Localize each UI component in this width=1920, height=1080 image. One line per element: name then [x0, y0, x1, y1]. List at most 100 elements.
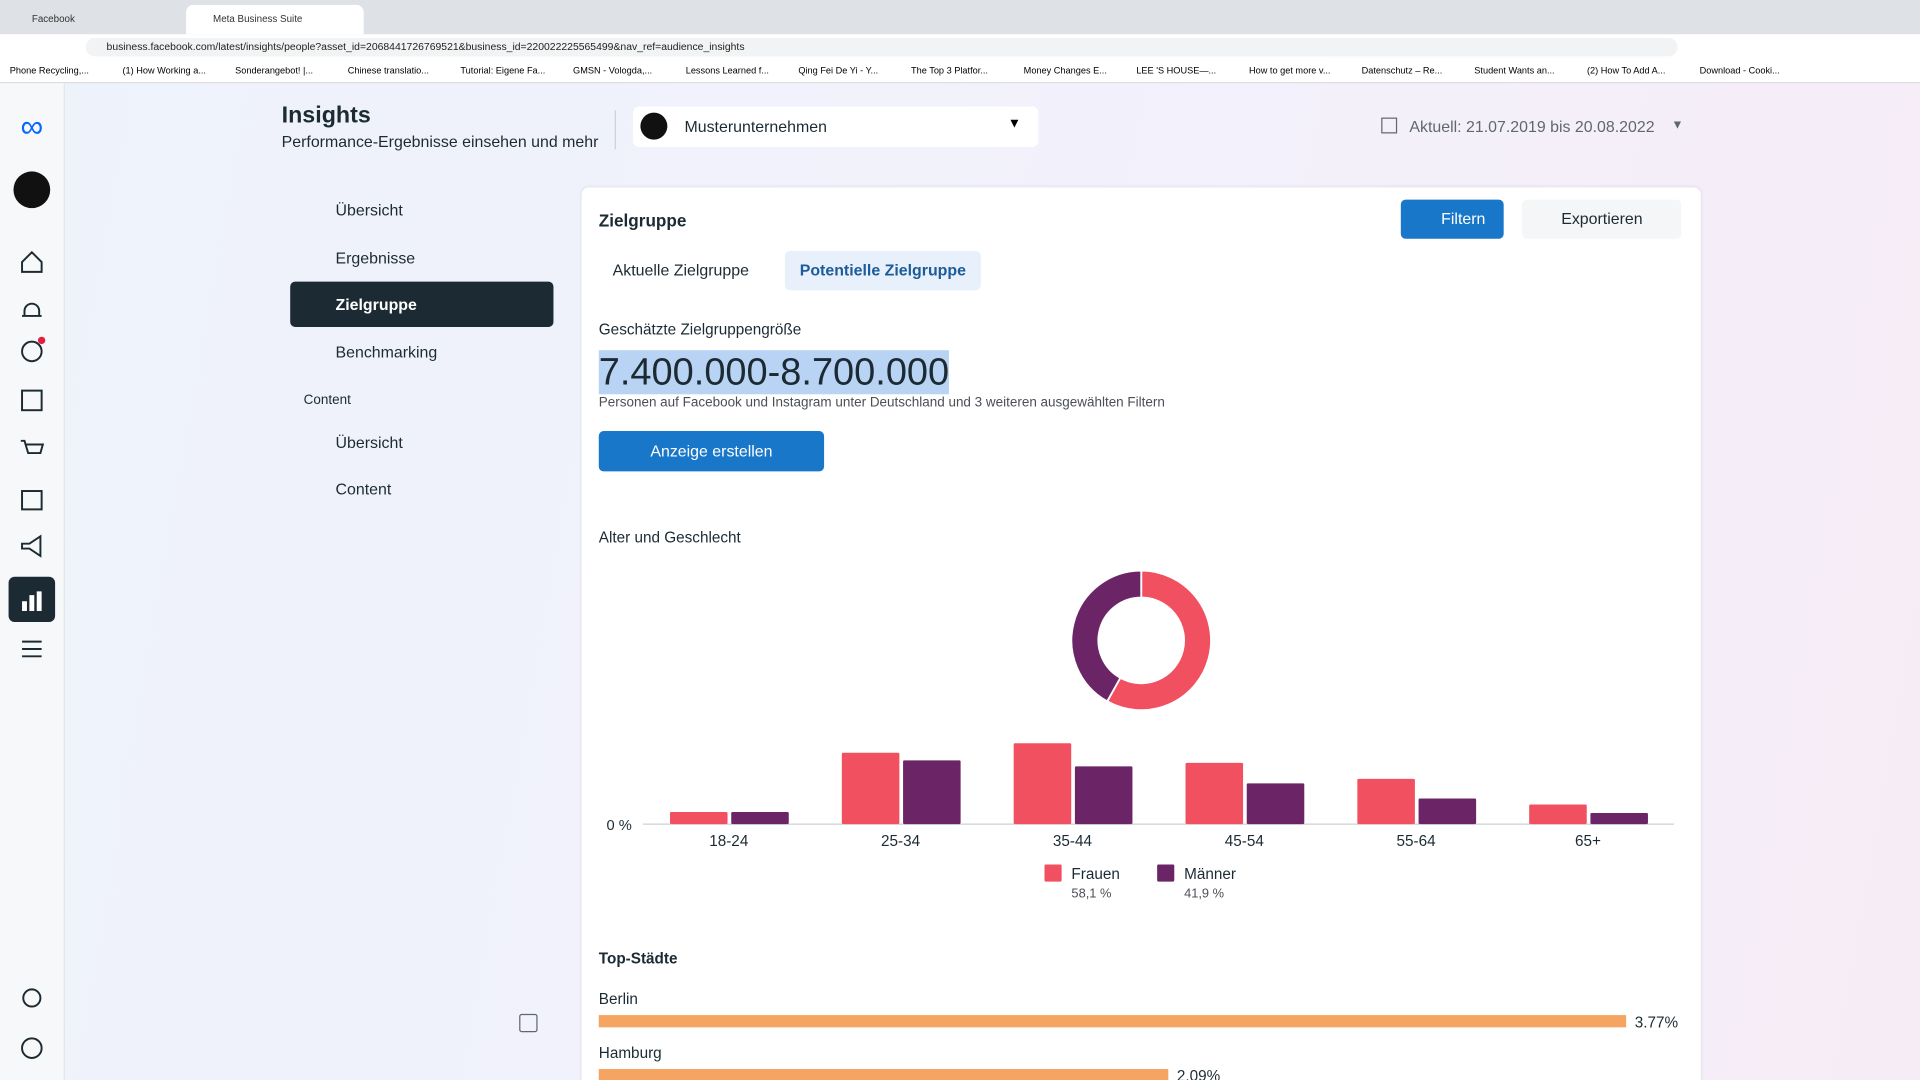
city-name: Berlin [599, 991, 638, 1008]
export-button[interactable]: Exportieren [1522, 199, 1682, 239]
bar [1074, 766, 1133, 825]
legend-label: Männer [1184, 866, 1236, 883]
legend-label: Frauen [1071, 866, 1119, 883]
account-selector[interactable]: Musterunternehmen ▼ [633, 106, 1039, 147]
legend-swatch [1044, 864, 1062, 882]
donut-slice [1105, 569, 1212, 712]
bookmark[interactable]: Qing Fei De Yi - Y... [798, 64, 879, 76]
chart-title: Alter und Geschlecht [599, 529, 742, 546]
tab[interactable]: Meta Business Suite [186, 4, 364, 35]
posts-icon[interactable] [21, 389, 43, 412]
home-icon[interactable] [21, 250, 43, 273]
nav-item[interactable]: Content [335, 480, 392, 499]
bookmark[interactable]: Sonderangebot! |... [235, 64, 314, 76]
x-tick-label: 55-64 [1397, 833, 1437, 850]
divider [614, 110, 616, 150]
bookmark[interactable]: Tutorial: Eigene Fa... [460, 64, 546, 76]
bell-icon[interactable] [22, 302, 42, 317]
donut-slice [1070, 569, 1143, 703]
dropdown-caret: ▼ [1007, 116, 1022, 132]
bookmark[interactable]: Phone Recycling,... [9, 64, 89, 76]
bar [1418, 798, 1477, 825]
bar [1529, 804, 1587, 825]
x-tick-label: 35-44 [1053, 833, 1093, 850]
bar [1357, 778, 1415, 825]
nav-item[interactable]: Zielgruppe [290, 281, 554, 327]
bar [670, 812, 728, 825]
tab[interactable]: Facebook [31, 13, 75, 25]
avatar[interactable] [13, 171, 51, 209]
menu-icon[interactable] [22, 640, 42, 658]
size-label: Geschätzte Zielgruppengröße [598, 320, 802, 338]
nav-item[interactable]: Übersicht [335, 200, 403, 220]
address-bar[interactable]: business.facebook.com/latest/insights/pe… [85, 37, 1678, 57]
section-title: Top-Städte [599, 951, 678, 968]
card: Zielgruppe Filtern Exportieren Aktuelle … [581, 187, 1701, 1080]
bookmark[interactable]: Chinese translatio... [347, 64, 429, 76]
nav-item[interactable]: Ergebnisse [335, 248, 416, 267]
bar [1185, 762, 1244, 825]
city-bar [598, 1068, 1169, 1080]
nav-item[interactable]: Benchmarking [335, 342, 438, 362]
bookmark[interactable]: How to get more v... [1248, 64, 1331, 76]
x-tick-label: 45-54 [1225, 833, 1265, 850]
tab-selected[interactable]: Potentielle Zielgruppe [784, 251, 981, 291]
page-subtitle: Performance-Ergebnisse einsehen und mehr [281, 132, 599, 151]
rail-icons: ∞ [8, 108, 56, 1059]
size-note: Personen auf Facebook und Instagram unte… [598, 395, 1165, 411]
page-title: Insights [281, 102, 371, 129]
help-icon[interactable] [21, 1037, 43, 1059]
bar [1246, 783, 1305, 825]
chat-icon[interactable] [21, 340, 43, 363]
icon-rail: ∞ [0, 83, 65, 1080]
x-tick-label: 18-24 [709, 833, 749, 850]
date-range[interactable]: Aktuell: 21.07.2019 bis 20.08.2022 [1409, 117, 1655, 136]
nav-section: Content [303, 393, 351, 408]
settings-icon[interactable] [22, 988, 42, 1008]
bookmark[interactable]: Datenschutz – Re... [1361, 64, 1443, 76]
y-tick-label: 0 % [607, 818, 632, 834]
filter-button[interactable]: Filtern [1400, 199, 1504, 239]
city-value: 2.09% [1177, 1068, 1221, 1080]
date-caret: ▼ [1671, 118, 1684, 133]
account-avatar [640, 112, 668, 140]
bar [731, 812, 789, 825]
bar [1590, 813, 1648, 825]
shop-icon[interactable] [20, 439, 45, 455]
table-icon[interactable] [21, 490, 43, 511]
x-tick-label: 65+ [1575, 833, 1601, 850]
x-tick-label: 25-34 [881, 833, 921, 850]
card-title: Zielgruppe [598, 210, 687, 231]
bookmark[interactable]: Lessons Learned f... [685, 64, 769, 76]
bar [903, 760, 961, 825]
bookmark[interactable]: The Top 3 Platfor... [911, 64, 988, 76]
city-bar [598, 1015, 1627, 1028]
legend-share: 41,9 % [1184, 886, 1224, 901]
bookmark[interactable]: (1) How Working a... [122, 64, 206, 76]
bookmark[interactable]: LEE 'S HOUSE—... [1136, 64, 1217, 76]
tab[interactable]: Aktuelle Zielgruppe [612, 260, 749, 280]
cta-button[interactable]: Anzeige erstellen [598, 431, 825, 472]
size-value: 7.400.000-8.700.000 [598, 350, 950, 395]
insights-glyph [22, 591, 42, 612]
bar [841, 752, 900, 825]
notification-dot [37, 336, 46, 345]
city-value: 3.77% [1635, 1014, 1679, 1031]
bookmark[interactable]: GMSN - Vologda,... [573, 64, 653, 76]
bookmark[interactable]: Money Changes E... [1023, 64, 1107, 76]
bookmark[interactable]: (2) How To Add A... [1586, 64, 1666, 76]
bookmarks-bar: Phone Recycling,... (1) How Working a... S… [0, 58, 1920, 84]
collapse-button[interactable] [519, 1013, 538, 1033]
bookmark[interactable]: Student Wants an... [1474, 64, 1555, 76]
meta-logo: ∞ [20, 108, 43, 144]
bar [1013, 743, 1072, 825]
ads-icon[interactable] [21, 534, 42, 558]
nav-item[interactable]: Übersicht [335, 433, 403, 452]
city-name: Hamburg [599, 1045, 662, 1062]
bookmark[interactable]: Download - Cooki... [1699, 64, 1780, 76]
calendar-icon [1381, 117, 1398, 134]
account-name: Musterunternehmen [684, 117, 827, 136]
